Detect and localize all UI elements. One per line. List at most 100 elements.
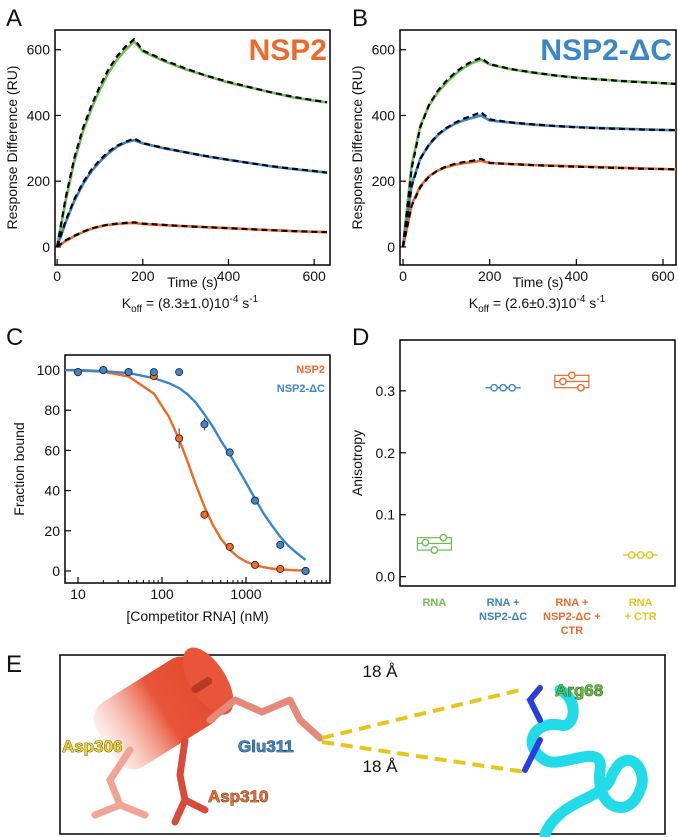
residue-label: Asp310 [208, 787, 268, 806]
plot-frame [64, 354, 331, 584]
chart-panel: A 0 200 400 600 0 200 400 600 Time (s) Response Di… [4, 5, 331, 315]
y-tick-label: 0.1 [376, 507, 396, 523]
panel-letter: D [352, 324, 369, 351]
data-point [200, 420, 209, 429]
helix-stub [191, 677, 213, 694]
y-tick-label: 600 [372, 42, 396, 58]
data-point [251, 496, 260, 505]
data-point [99, 366, 108, 375]
data-line [401, 58, 677, 248]
data-line [55, 40, 328, 248]
fit-curve [65, 368, 307, 561]
chart-panel: C 0 20 40 60 80 100 10 100 1000 [Competitor RNA] (… [6, 324, 331, 624]
data-point [430, 546, 439, 554]
annotation-part: s [585, 295, 596, 311]
y-tick-label: 60 [44, 442, 60, 458]
x-axis-label: Time (s) [513, 274, 564, 290]
data-point [636, 551, 645, 559]
fit-line [56, 221, 328, 248]
category-label: CTR [561, 625, 584, 637]
data-line [401, 159, 677, 248]
annotation-part: off [478, 304, 489, 315]
y-tick-label: 0 [387, 239, 395, 255]
y-axis-label: Fraction bound [11, 422, 27, 515]
x-tick-label: 400 [217, 268, 241, 284]
data-point [490, 383, 499, 392]
data-line [401, 114, 677, 248]
data-point [576, 383, 585, 392]
helix-cylinder [93, 647, 234, 770]
panel-letter: A [6, 5, 22, 32]
category-label: + CTR [625, 611, 657, 623]
y-tick-label: 0.3 [376, 383, 396, 399]
annotation-part: off [131, 304, 142, 315]
y-tick-label: 40 [44, 483, 60, 499]
plot-frame [54, 29, 331, 266]
legend-entry: NSP2-ΔC [277, 383, 325, 395]
panel-letter: E [6, 651, 22, 678]
residue-label: Asp306 [62, 737, 122, 756]
x-tick-label: 10 [70, 586, 86, 602]
y-tick-label: 80 [44, 402, 60, 418]
data-point [175, 368, 184, 377]
category-label: RNA + [555, 597, 588, 609]
x-tick-label: 600 [651, 268, 675, 284]
data-point [499, 383, 508, 392]
y-tick-label: 200 [372, 173, 396, 189]
category-label: RNA [629, 597, 653, 609]
y-tick-label: 100 [37, 362, 61, 378]
annotation: Koff = (8.3±1.0)10-4 s-1 [122, 294, 259, 315]
panel-title: NSP2-ΔC [540, 34, 672, 67]
y-tick-label: 400 [27, 107, 51, 123]
panel-title: NSP2 [249, 34, 327, 67]
fit-line [56, 38, 328, 248]
legend-entry: NSP2 [296, 364, 325, 376]
x-tick-label: 600 [302, 268, 326, 284]
y-tick-label: 0 [42, 239, 50, 255]
x-tick-label: 1000 [230, 586, 261, 602]
data-point [276, 540, 285, 549]
annotation-part: K [469, 295, 479, 311]
x-tick-label: 400 [565, 268, 589, 284]
arg68-nitrogens [522, 685, 543, 773]
y-axis-label: Response Difference (RU) [4, 66, 20, 230]
plot-frame [399, 29, 677, 266]
x-tick-label: 0 [53, 268, 61, 284]
y-tick-label: 20 [44, 523, 60, 539]
fit-line [401, 56, 677, 248]
annotation-part: -4 [577, 294, 586, 305]
x-tick-label: 100 [150, 586, 174, 602]
category-label: NSP2-ΔC [479, 611, 527, 623]
annotation-part: -4 [230, 294, 239, 305]
y-tick-label: 0 [52, 563, 60, 579]
chart-panel: D 0.0 0.1 0.2 0.3 Anisotropy RNA RNA + NSP2-ΔC RN… [349, 324, 676, 637]
distance-line [321, 688, 521, 740]
asp310-sidechain [171, 736, 209, 826]
residue-label: Glu311 [238, 737, 294, 756]
x-tick-label: 200 [478, 268, 502, 284]
structure-panel: E 18 Å 18 Å Arg68 Asp306 Glu311 Asp310 [6, 647, 666, 837]
y-axis-label: Anisotropy [349, 430, 365, 496]
category-label: RNA [422, 597, 446, 609]
category-label: RNA + [487, 597, 520, 609]
fit-line [56, 137, 328, 248]
data-point [558, 377, 567, 386]
annotation: Koff = (2.6±0.3)10-4 s-1 [469, 294, 606, 315]
fit-line [401, 111, 677, 248]
x-axis-label: Time (s) [167, 274, 218, 290]
annotation-part: = (8.3±1.0)10 [142, 295, 230, 311]
data-point [225, 448, 234, 457]
panel-letter: C [6, 324, 23, 351]
distance-label: 18 Å [363, 757, 399, 776]
fit-line [401, 157, 677, 248]
distance-line [321, 740, 526, 774]
category-label: NSP2-ΔC + [543, 611, 601, 623]
data-point [124, 368, 133, 377]
x-tick-label: 0 [399, 268, 407, 284]
y-tick-label: 0.2 [376, 445, 396, 461]
data-point [439, 533, 448, 542]
data-point [627, 551, 636, 559]
plot-frame [399, 339, 676, 587]
asp306-sidechain [91, 746, 149, 819]
